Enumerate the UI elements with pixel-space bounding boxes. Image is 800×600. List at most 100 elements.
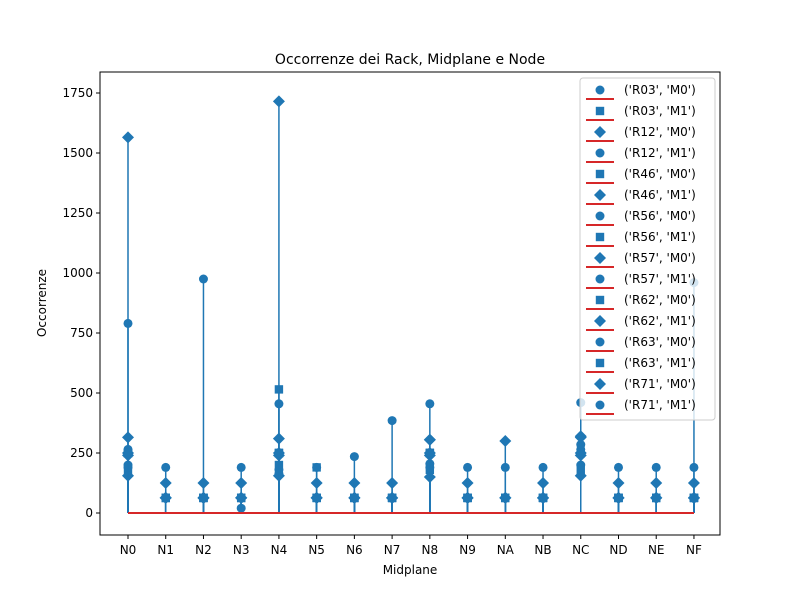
legend-marker (594, 126, 606, 138)
legend-entry: ('R57', 'M1') (586, 272, 696, 289)
series-5 (123, 460, 699, 514)
plot-area (122, 95, 700, 514)
x-tick-label: N7 (384, 543, 401, 557)
stem-marker (272, 432, 285, 445)
chart-title: Occorrenze dei Rack, Midplane e Node (275, 52, 545, 68)
stem-marker (274, 399, 284, 409)
stem-marker (198, 493, 208, 503)
series-8 (123, 448, 699, 514)
legend-entry: ('R12', 'M0') (586, 125, 696, 142)
legend-entry: ('R46', 'M1') (586, 188, 696, 205)
y-tick-label: 1250 (62, 206, 93, 220)
legend-marker (595, 400, 605, 410)
x-tick-label: N8 (422, 543, 439, 557)
stem-marker (349, 493, 359, 503)
stem-marker (274, 448, 284, 458)
legend-entry: ('R63', 'M0') (586, 335, 696, 352)
x-tick-label: N4 (271, 543, 288, 557)
legend-marker (594, 189, 606, 201)
x-tick-label: N0 (120, 543, 137, 557)
legend-label: ('R46', 'M0') (624, 167, 696, 181)
x-tick-label: NA (497, 543, 515, 557)
legend-marker (595, 337, 605, 347)
stem-marker (499, 435, 512, 447)
series-9 (122, 469, 700, 514)
stem-marker (387, 493, 397, 503)
legend-marker (594, 315, 606, 327)
series-1 (123, 448, 699, 514)
series-14 (123, 448, 699, 514)
stem-marker (463, 462, 473, 472)
stem-marker (198, 274, 208, 284)
x-tick-label: N2 (195, 543, 212, 557)
axes: N0 N1 N2 N3 N4 N5 N6 N7 N8 N9 NA NB NC ND NE NF 0 250 500 7… (62, 71, 721, 557)
legend-entry: ('R62', 'M0') (586, 293, 696, 310)
series-15 (122, 430, 700, 514)
legend-entry: ('R62', 'M1') (586, 314, 696, 331)
y-tick-label: 750 (70, 326, 93, 340)
legend-marker (595, 85, 605, 95)
series-12 (122, 449, 700, 514)
legend-marker (595, 274, 605, 284)
stem-marker (574, 430, 587, 443)
legend-entry: ('R56', 'M0') (586, 209, 696, 226)
stem-marker (500, 493, 510, 503)
x-tick-label: N5 (308, 543, 325, 557)
stem-marker (349, 452, 359, 462)
x-tick-label: N9 (459, 543, 476, 557)
legend-label: ('R56', 'M0') (624, 209, 696, 223)
legend-label: ('R71', 'M1') (624, 398, 696, 412)
legend-label: ('R62', 'M1') (624, 314, 696, 328)
stem-marker (123, 318, 133, 328)
legend-label: ('R03', 'M1') (624, 104, 696, 118)
legend-entry: ('R03', 'M1') (586, 104, 696, 121)
legend-label: ('R62', 'M0') (624, 293, 696, 307)
x-tick-label: NB (534, 543, 551, 557)
legend-entry: ('R57', 'M0') (586, 251, 696, 268)
legend-label: ('R46', 'M1') (624, 188, 696, 202)
legend-entry: ('R71', 'M0') (586, 377, 696, 394)
stem-marker (312, 493, 322, 503)
legend-entry: ('R46', 'M0') (586, 167, 696, 184)
legend-label: ('R63', 'M1') (624, 356, 696, 370)
x-tick-label: N1 (157, 543, 174, 557)
legend-label: ('R56', 'M1') (624, 230, 696, 244)
stem-marker (122, 431, 134, 444)
stem-marker (651, 462, 661, 472)
legend-marker (594, 378, 606, 390)
stem-marker (236, 462, 246, 472)
stem-marker (500, 462, 510, 472)
legend-entry: ('R71', 'M1') (586, 398, 696, 415)
legend-label: ('R57', 'M1') (624, 272, 696, 286)
series-7 (123, 444, 699, 514)
stem-marker (538, 462, 548, 472)
legend-label: ('R57', 'M0') (624, 251, 696, 265)
stem-marker (613, 493, 623, 503)
legend-label: ('R03', 'M0') (624, 83, 696, 97)
stem-marker (123, 448, 133, 458)
stem-marker (272, 95, 285, 108)
y-tick-label: 1750 (62, 86, 93, 100)
stem-marker (463, 493, 473, 503)
x-tick-label: NF (686, 543, 702, 557)
legend-entry: ('R56', 'M1') (586, 230, 696, 247)
x-tick-label: N3 (233, 543, 250, 557)
stem-marker (423, 433, 436, 446)
y-tick-label: 250 (70, 446, 93, 460)
legend-entry: ('R12', 'M1') (586, 146, 696, 163)
legend-box (579, 77, 716, 421)
legend-marker (595, 211, 605, 221)
stem-marker (161, 493, 171, 503)
y-tick-label: 1000 (62, 266, 93, 280)
y-tick-label: 1500 (62, 146, 93, 160)
x-tick-label: N6 (346, 543, 363, 557)
stem-marker (613, 462, 623, 472)
legend-label: ('R71', 'M0') (624, 377, 696, 391)
stem-marker (425, 448, 435, 458)
y-axis-label: Occorrenze (35, 269, 49, 337)
axes-frame (99, 71, 721, 536)
stem-marker (387, 416, 397, 426)
legend-entry: ('R03', 'M0') (586, 83, 696, 100)
stem-marker (161, 462, 171, 472)
